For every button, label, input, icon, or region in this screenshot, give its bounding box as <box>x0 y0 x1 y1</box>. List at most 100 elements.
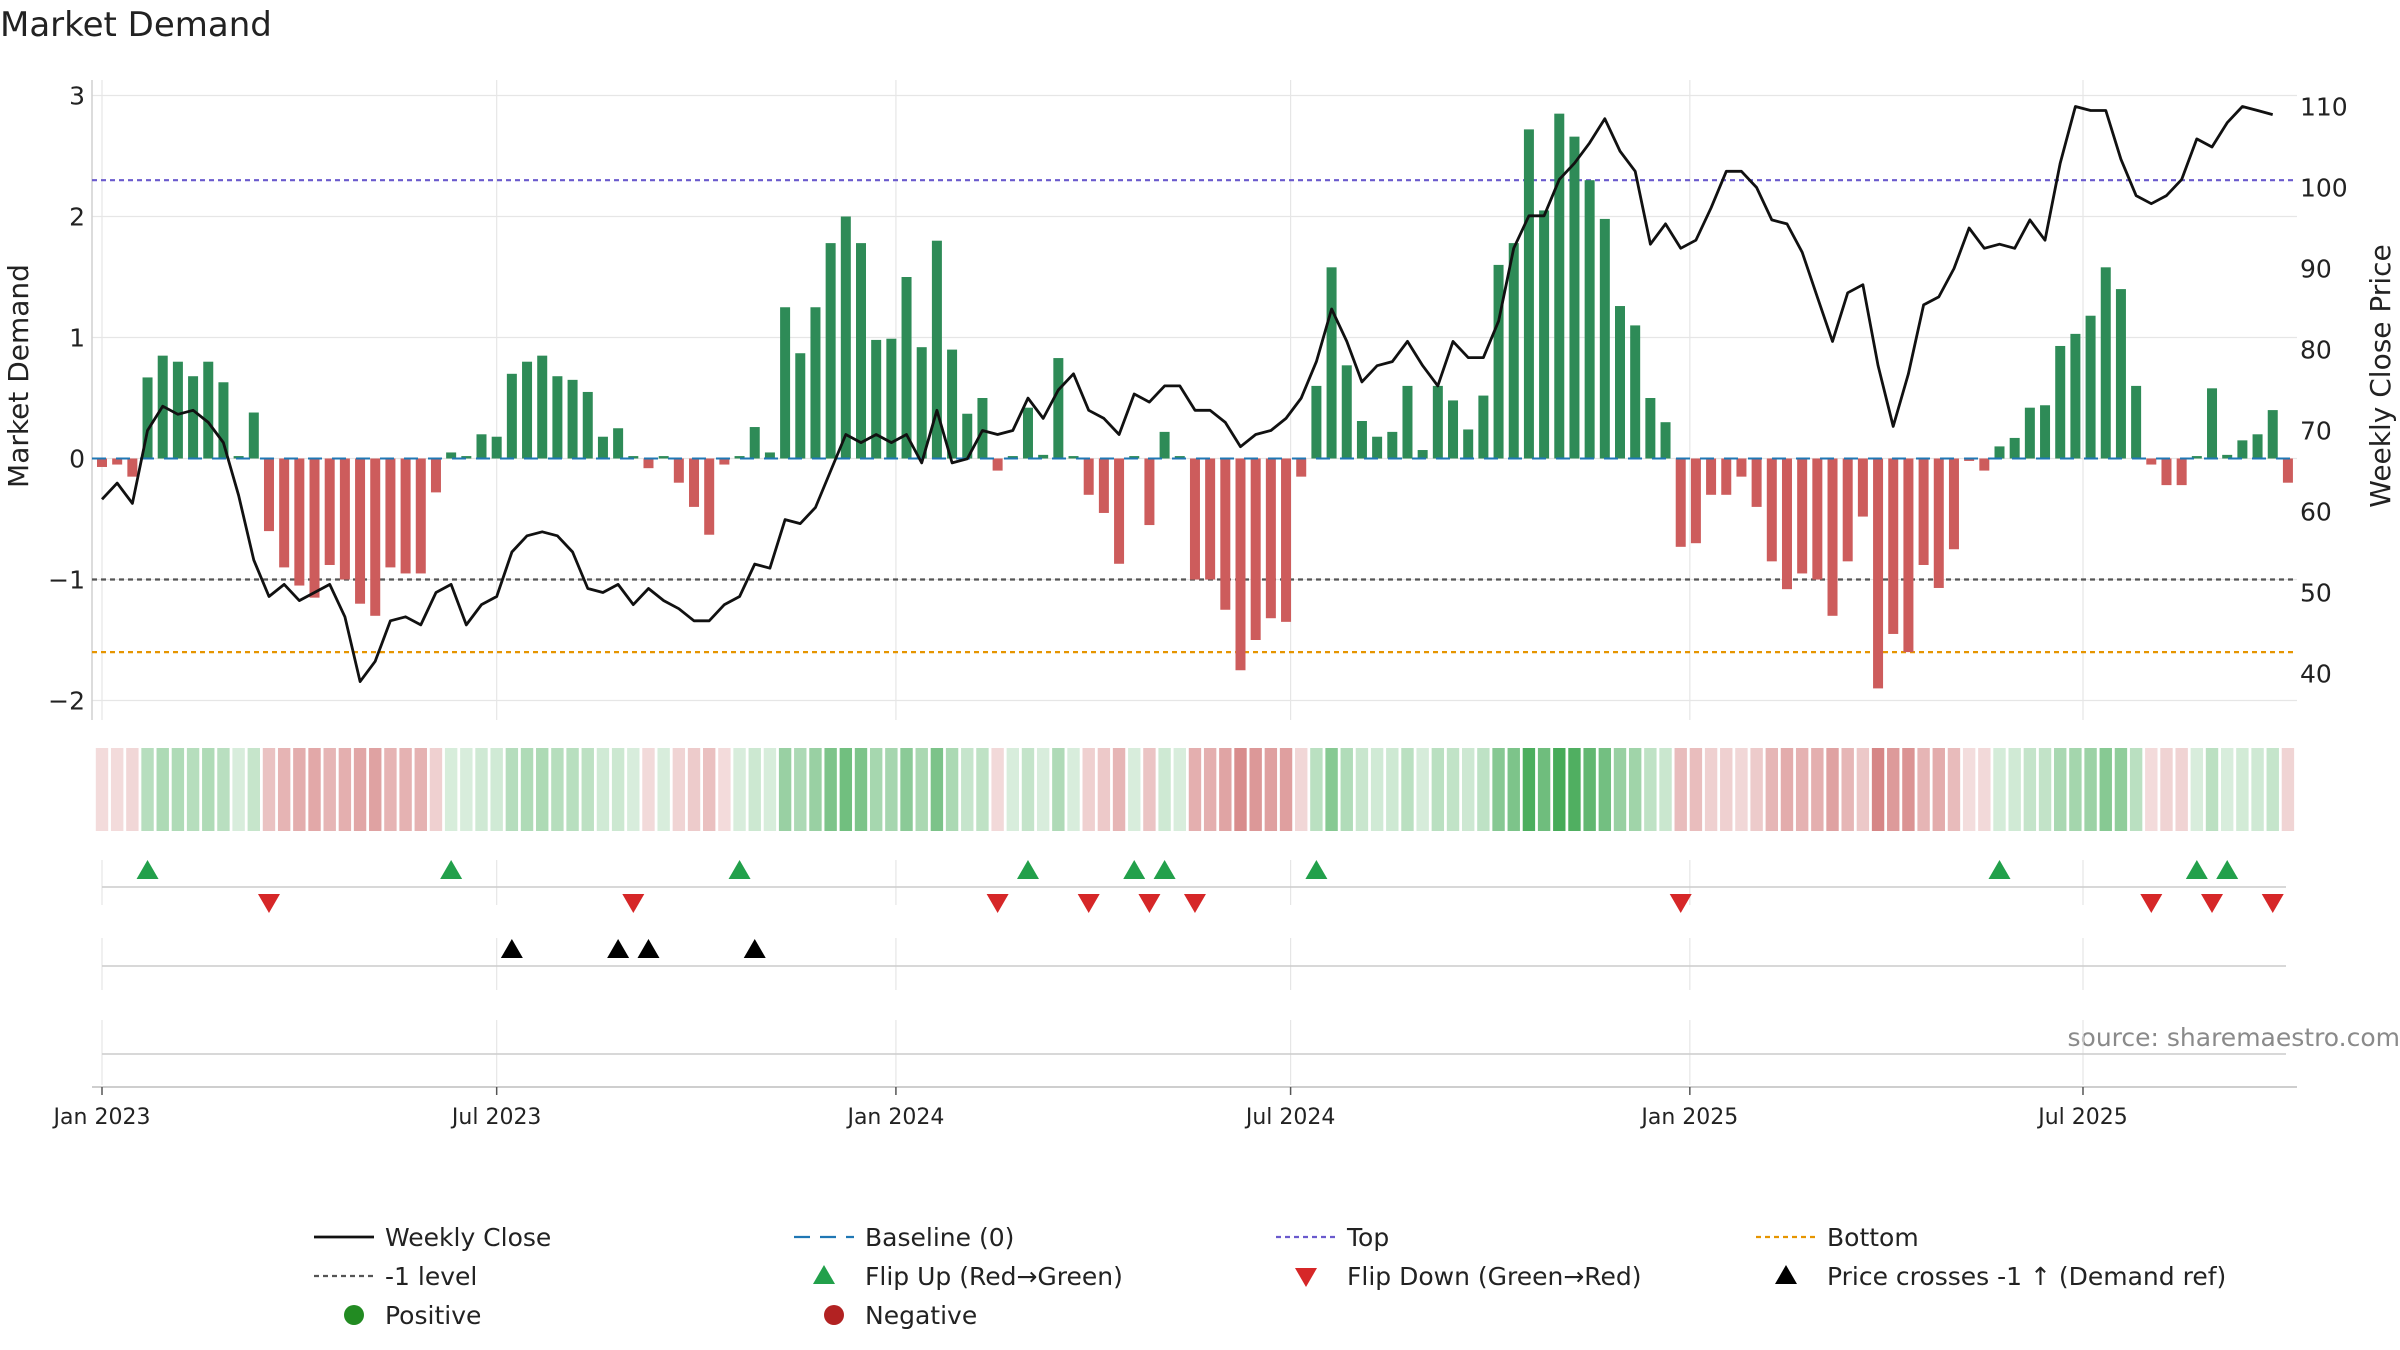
demand-bar-negative <box>263 458 274 532</box>
legend-label-close: Weekly Close <box>385 1223 551 1252</box>
heatmap-cell <box>1203 748 1217 831</box>
heatmap-cell <box>839 748 853 831</box>
demand-bar-positive <box>491 436 502 459</box>
demand-bar-positive <box>1038 454 1049 459</box>
demand-bar-negative <box>1205 458 1216 580</box>
heatmap-cell <box>809 748 822 831</box>
demand-bar-negative <box>97 458 107 467</box>
heatmap-cell <box>1264 748 1278 831</box>
demand-bar-negative <box>689 458 700 507</box>
heatmap-cell <box>1674 748 1687 831</box>
heatmap-cell <box>642 748 655 831</box>
demand-bar-positive <box>1569 136 1580 459</box>
heatmap-cell <box>2281 748 2295 831</box>
demand-bar-positive <box>582 391 593 459</box>
demand-bar-negative <box>2176 458 2187 486</box>
heatmap-cell <box>748 748 761 831</box>
heatmap-cell <box>186 748 200 831</box>
flip-down-marker <box>2261 894 2284 913</box>
heatmap-cell <box>2266 748 2279 831</box>
heatmap-cell <box>2190 748 2204 831</box>
heatmap-cell <box>1811 748 1824 831</box>
heatmap-cell <box>900 748 913 831</box>
heatmap-cell <box>1689 748 1703 831</box>
y2-tick-label: 90 <box>2300 255 2332 284</box>
demand-bar-positive <box>1372 436 1383 459</box>
source-text: source: sharemaestro.com <box>2068 1023 2400 1052</box>
demand-bar-negative <box>1690 458 1701 544</box>
heatmap-cell <box>2251 748 2264 831</box>
demand-bar-positive <box>172 361 183 459</box>
heatmap-cell <box>1234 748 1247 831</box>
demand-bar-positive <box>658 456 669 459</box>
demand-bar-negative <box>1250 458 1261 640</box>
demand-bar-negative <box>1675 458 1686 547</box>
flip-up-marker <box>1988 860 2011 879</box>
demand-bar-negative <box>1736 458 1747 477</box>
demand-bar-positive <box>506 373 517 459</box>
flip-up-marker <box>440 860 463 879</box>
demand-bar-positive <box>856 243 866 459</box>
x-tick-label: Jan 2025 <box>1639 1105 1738 1130</box>
demand-bar-positive <box>1341 365 1352 459</box>
y2-tick-label: 80 <box>2300 336 2332 365</box>
y-tick-label: −2 <box>48 687 85 716</box>
demand-bar-positive <box>1463 429 1474 459</box>
y-tick-label: −1 <box>48 566 85 595</box>
heatmap-cell <box>1477 748 1490 831</box>
heatmap-cell <box>1537 748 1551 831</box>
demand-bar-positive <box>1478 395 1489 459</box>
demand-bar-negative <box>1766 458 1777 562</box>
heatmap-cell <box>1659 748 1672 831</box>
demand-bar-negative <box>719 458 730 465</box>
demand-bar-negative <box>1812 458 1823 580</box>
heatmap-cell <box>854 748 868 831</box>
flip-up-marker <box>1016 860 1039 879</box>
demand-bar-positive <box>2070 333 2081 459</box>
legend-label-positive: Positive <box>385 1301 481 1330</box>
price-cross-marker <box>500 939 523 958</box>
demand-bar-negative <box>1296 458 1307 477</box>
x-tick-label: Jul 2025 <box>2036 1105 2128 1130</box>
demand-bar-positive <box>1645 398 1656 459</box>
heatmap-cell <box>945 748 959 831</box>
heatmap-cell <box>596 748 610 831</box>
heatmap-cell <box>262 748 276 831</box>
heatmap-cell <box>520 748 534 831</box>
heatmap-cell <box>1386 748 1399 831</box>
demand-bar-positive <box>597 436 608 459</box>
heatmap-cell <box>1902 748 1915 831</box>
demand-bar-positive <box>1584 180 1595 459</box>
demand-bar-positive <box>537 355 548 459</box>
demand-bar-negative <box>1979 458 1990 471</box>
demand-bar-positive <box>142 377 153 459</box>
heatmap-cell <box>2160 748 2173 831</box>
heatmap-cell <box>2054 748 2067 831</box>
heatmap-cell <box>581 748 594 831</box>
demand-bar-positive <box>1402 385 1413 459</box>
demand-bar-negative <box>1873 458 1884 689</box>
heatmap-cell <box>1219 748 1232 831</box>
heatmap-cell <box>1871 748 1885 831</box>
demand-bar-positive <box>1554 113 1565 459</box>
demand-bar-negative <box>339 458 350 580</box>
heatmap-cell <box>2008 748 2021 831</box>
heatmap-cell <box>2205 748 2219 831</box>
flip-up-marker <box>2185 860 2208 879</box>
heatmap-cell <box>2038 748 2052 831</box>
heatmap-cell <box>2236 748 2249 831</box>
demand-bar-positive <box>871 339 882 459</box>
demand-bar-positive <box>522 361 533 459</box>
heatmap-cell <box>1522 748 1536 831</box>
heatmap-cell <box>460 748 473 831</box>
heatmap-cell <box>1279 748 1293 831</box>
demand-bar-negative <box>1827 458 1838 616</box>
demand-bar-negative <box>309 458 320 598</box>
heatmap-cell <box>1628 748 1642 831</box>
heatmap-cell <box>1295 748 1308 831</box>
flip-down-marker <box>1077 894 1100 913</box>
demand-bar-positive <box>628 456 639 459</box>
demand-bar-positive <box>764 452 775 459</box>
demand-bar-negative <box>355 458 366 604</box>
